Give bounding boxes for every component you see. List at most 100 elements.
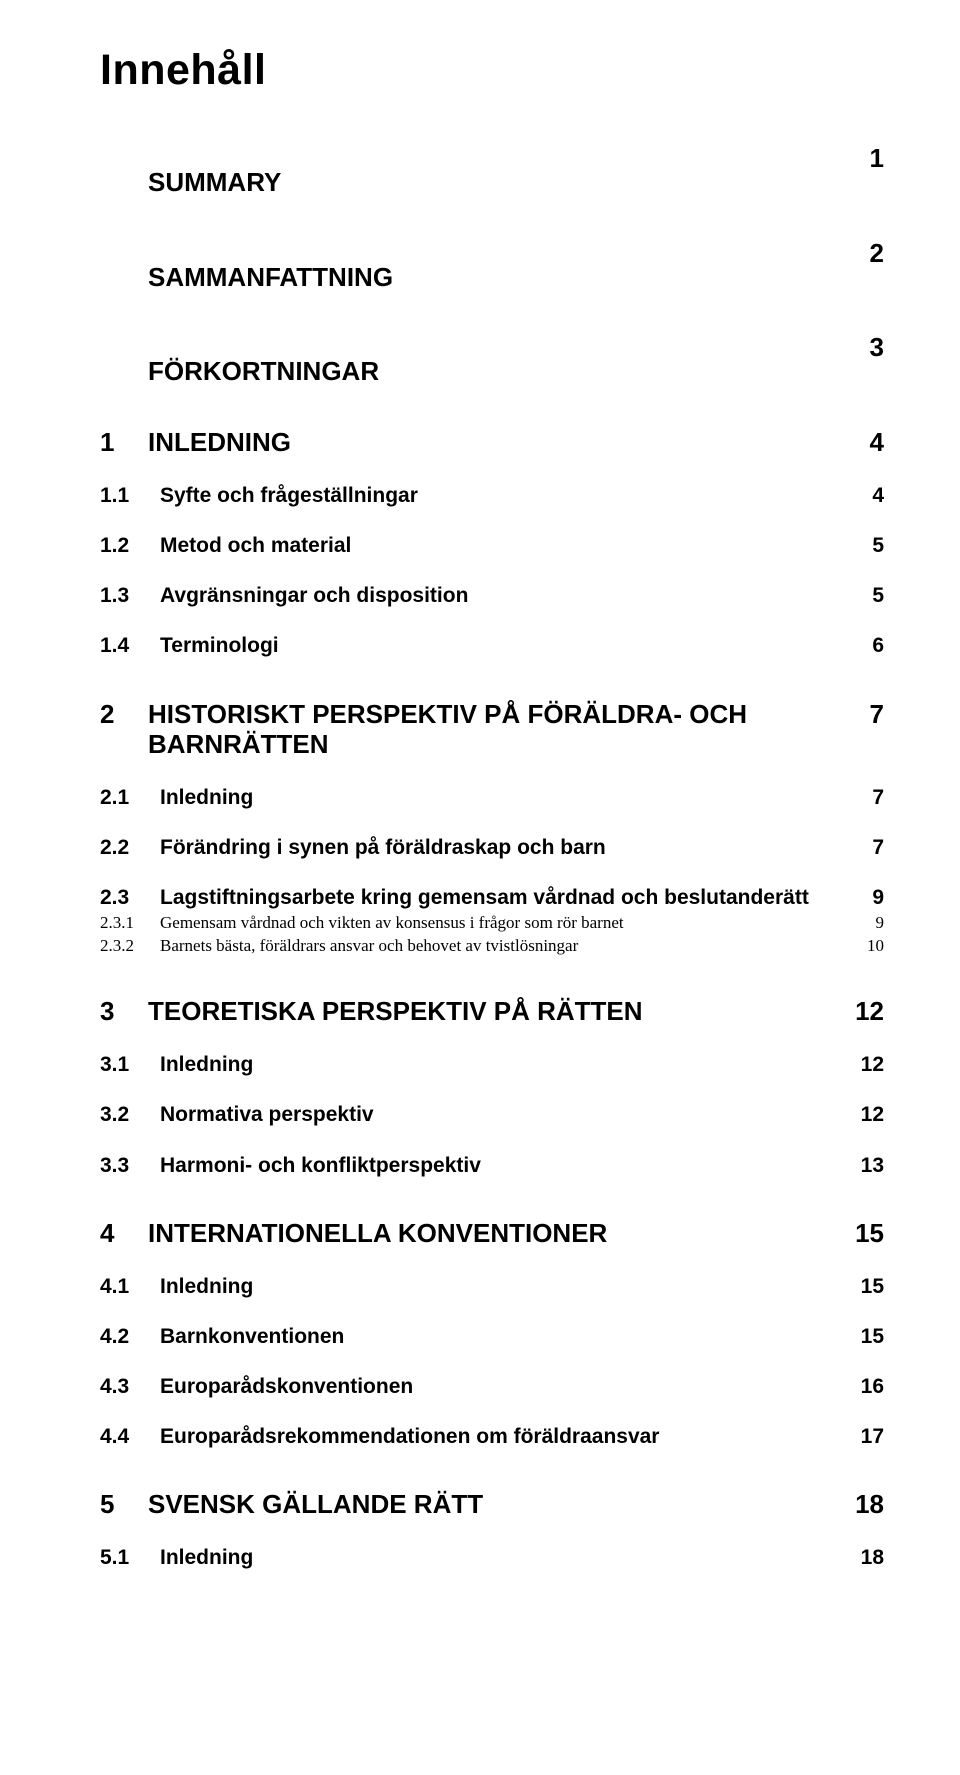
toc-label: Gemensam vårdnad och vikten av konsensus… xyxy=(160,913,876,933)
toc-entry-h2: 3.3Harmoni- och konfliktperspektiv13 xyxy=(100,1154,884,1178)
toc-label: Inledning xyxy=(160,786,872,810)
toc-label: Syfte och frågeställningar xyxy=(160,484,872,508)
toc-entry-h2: 3.2Normativa perspektiv12 xyxy=(100,1103,884,1127)
toc-number: 4.3 xyxy=(100,1375,160,1399)
toc-label: SVENSK GÄLLANDE RÄTT xyxy=(148,1489,843,1520)
toc-page: 12 xyxy=(861,1103,884,1127)
toc-page: 13 xyxy=(861,1154,884,1178)
toc-number: 4 xyxy=(100,1218,148,1249)
toc-label: Europarådsrekommendationen om föräldraan… xyxy=(160,1425,861,1449)
toc-page: 15 xyxy=(861,1325,884,1349)
toc-label: Normativa perspektiv xyxy=(160,1103,861,1127)
toc-entry-h1: FÖRKORTNINGAR 3 xyxy=(100,332,884,387)
toc-page: 12 xyxy=(861,1053,884,1077)
toc-page: 12 xyxy=(855,996,884,1027)
page-title: Innehåll xyxy=(100,46,884,95)
toc-entry-h1: SUMMARY 1 xyxy=(100,143,884,198)
toc-page: 5 xyxy=(872,534,884,558)
toc-label: SAMMANFATTNING xyxy=(148,262,858,293)
toc-page: 18 xyxy=(855,1489,884,1520)
toc-page: 7 xyxy=(872,836,884,860)
toc-entry-h2: 5.1Inledning18 xyxy=(100,1546,884,1570)
toc-label-line2: BARNRÄTTEN xyxy=(148,729,858,760)
toc-label: TEORETISKA PERSPEKTIV PÅ RÄTTEN xyxy=(148,996,843,1027)
toc-number: 4.1 xyxy=(100,1275,160,1299)
toc-page: 4 xyxy=(872,484,884,508)
toc-label: Avgränsningar och disposition xyxy=(160,584,872,608)
table-of-contents: SUMMARY 1 SAMMANFATTNING 2 FÖRKORTNINGAR 3 1 IN… xyxy=(100,143,884,1570)
toc-entry-h2: 1.4Terminologi6 xyxy=(100,634,884,658)
toc-label: HISTORISKT PERSPEKTIV PÅ FÖRÄLDRA- OCH xyxy=(148,699,858,730)
toc-label: Barnkonventionen xyxy=(160,1325,861,1349)
toc-entry-h2: 4.1Inledning15 xyxy=(100,1275,884,1299)
toc-entry-h2: 4.4Europarådsrekommendationen om föräldr… xyxy=(100,1425,884,1449)
page: Innehåll SUMMARY 1 SAMMANFATTNING 2 FÖRKORTN… xyxy=(0,0,960,1775)
toc-entry-h2: 1.1Syfte och frågeställningar4 xyxy=(100,484,884,508)
toc-number: 4.2 xyxy=(100,1325,160,1349)
toc-number: 1.1 xyxy=(100,484,160,508)
toc-page: 17 xyxy=(861,1425,884,1449)
toc-number: 3.1 xyxy=(100,1053,160,1077)
toc-number: 2.3.2 xyxy=(100,936,160,956)
toc-page: 9 xyxy=(872,886,884,910)
toc-number: 1.2 xyxy=(100,534,160,558)
toc-label: Inledning xyxy=(160,1275,861,1299)
toc-label: FÖRKORTNINGAR xyxy=(148,356,858,387)
toc-page: 18 xyxy=(861,1546,884,1570)
toc-page: 7 xyxy=(872,786,884,810)
toc-entry-h2: 1.2Metod och material5 xyxy=(100,534,884,558)
toc-number: 5 xyxy=(100,1489,148,1520)
toc-page: 2 xyxy=(870,238,884,269)
toc-page: 10 xyxy=(867,936,884,956)
toc-page: 15 xyxy=(855,1218,884,1249)
toc-page: 3 xyxy=(870,332,884,363)
toc-page: 5 xyxy=(872,584,884,608)
toc-label: INTERNATIONELLA KONVENTIONER xyxy=(148,1218,843,1249)
toc-label: Europarådskonventionen xyxy=(160,1375,861,1399)
toc-page: 9 xyxy=(876,913,885,933)
toc-entry-h3: 2.3.1Gemensam vårdnad och vikten av kons… xyxy=(100,913,884,933)
toc-page: 16 xyxy=(861,1375,884,1399)
toc-entry-h2: 4.3Europarådskonventionen16 xyxy=(100,1375,884,1399)
toc-label: Barnets bästa, föräldrars ansvar och beh… xyxy=(160,936,867,956)
toc-entry-h2: 1.3Avgränsningar och disposition5 xyxy=(100,584,884,608)
toc-number: 4.4 xyxy=(100,1425,160,1449)
toc-number: 2.2 xyxy=(100,836,160,860)
toc-number: 3.3 xyxy=(100,1154,160,1178)
toc-entry-h1: 4INTERNATIONELLA KONVENTIONER 15 xyxy=(100,1218,884,1249)
toc-number: 1.4 xyxy=(100,634,160,658)
toc-entry-h2: 2.3Lagstiftningsarbete kring gemensam vå… xyxy=(100,886,884,910)
toc-entry-h2: 2.1Inledning7 xyxy=(100,786,884,810)
toc-page: 1 xyxy=(870,143,884,174)
toc-number: 2.1 xyxy=(100,786,160,810)
toc-label: Terminologi xyxy=(160,634,872,658)
toc-label: Metod och material xyxy=(160,534,872,558)
toc-number: 2 xyxy=(100,699,148,730)
toc-entry-h1: SAMMANFATTNING 2 xyxy=(100,238,884,293)
toc-entry-h1: 5SVENSK GÄLLANDE RÄTT 18 xyxy=(100,1489,884,1520)
toc-label: Lagstiftningsarbete kring gemensam vårdn… xyxy=(160,886,872,910)
toc-entry-h2: 2.2Förändring i synen på föräldraskap oc… xyxy=(100,836,884,860)
toc-number: 2.3.1 xyxy=(100,913,160,933)
toc-entry-h1: 1INLEDNING4 xyxy=(100,427,884,458)
toc-page: 15 xyxy=(861,1275,884,1299)
toc-label: SUMMARY xyxy=(148,167,858,198)
toc-entry-h1: 2HISTORISKT PERSPEKTIV PÅ FÖRÄLDRA- OCHB… xyxy=(100,699,884,760)
toc-label: Inledning xyxy=(160,1546,861,1570)
toc-label: Förändring i synen på föräldraskap och b… xyxy=(160,836,872,860)
toc-label: INLEDNING xyxy=(148,427,858,458)
toc-number: 3.2 xyxy=(100,1103,160,1127)
toc-entry-h1: 3TEORETISKA PERSPEKTIV PÅ RÄTTEN 12 xyxy=(100,996,884,1027)
toc-page: 6 xyxy=(872,634,884,658)
toc-page: 7 xyxy=(870,699,884,730)
toc-number: 1.3 xyxy=(100,584,160,608)
toc-label: Harmoni- och konfliktperspektiv xyxy=(160,1154,861,1178)
toc-number: 2.3 xyxy=(100,886,160,910)
toc-page: 4 xyxy=(870,427,884,458)
toc-entry-h3: 2.3.2Barnets bästa, föräldrars ansvar oc… xyxy=(100,936,884,956)
toc-label: Inledning xyxy=(160,1053,861,1077)
toc-number: 5.1 xyxy=(100,1546,160,1570)
toc-entry-h2: 3.1Inledning12 xyxy=(100,1053,884,1077)
toc-number: 3 xyxy=(100,996,148,1027)
toc-entry-h2: 4.2Barnkonventionen15 xyxy=(100,1325,884,1349)
